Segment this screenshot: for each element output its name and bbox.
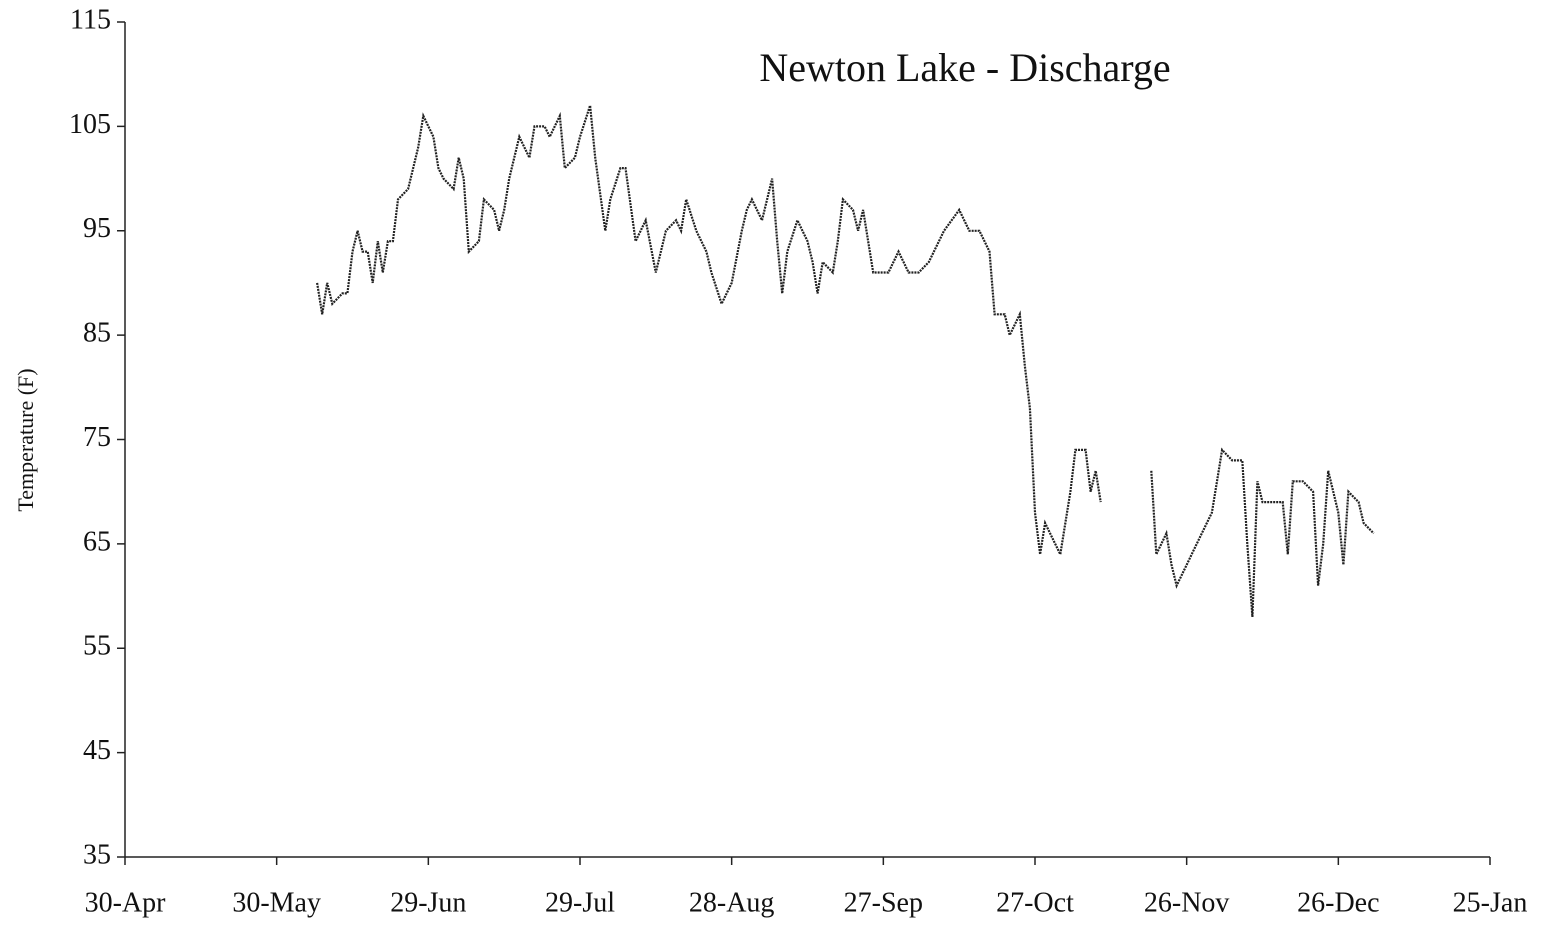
x-tick-label: 28-Aug [689,887,775,918]
y-axis-label: Temperature (F) [13,368,38,511]
y-tick-label: 105 [69,109,111,140]
chart-title: Newton Lake - Discharge [759,45,1170,90]
y-tick-label: 95 [83,213,111,244]
data-line [1150,447,1375,617]
y-tick-label: 75 [83,422,111,453]
y-tick-label: 45 [83,735,111,766]
y-tick-label: 115 [70,4,111,35]
y-tick-label: 85 [83,318,111,349]
x-tick-label: 29-Jun [390,887,466,918]
x-tick-label: 29-Jul [545,887,615,918]
x-tick-label: 26-Dec [1297,887,1379,918]
x-tick-label: 30-Apr [85,887,167,918]
y-tick-label: 55 [83,631,111,662]
x-tick-label: 25-Jan [1453,887,1528,918]
x-tick-label: 27-Oct [996,887,1074,918]
x-tick-label: 30-May [232,887,321,918]
x-tick-label: 27-Sep [844,887,923,918]
data-line [316,105,1102,558]
y-tick-label: 35 [83,839,111,870]
x-tick-label: 26-Nov [1144,887,1230,918]
y-tick-label: 65 [83,526,111,557]
